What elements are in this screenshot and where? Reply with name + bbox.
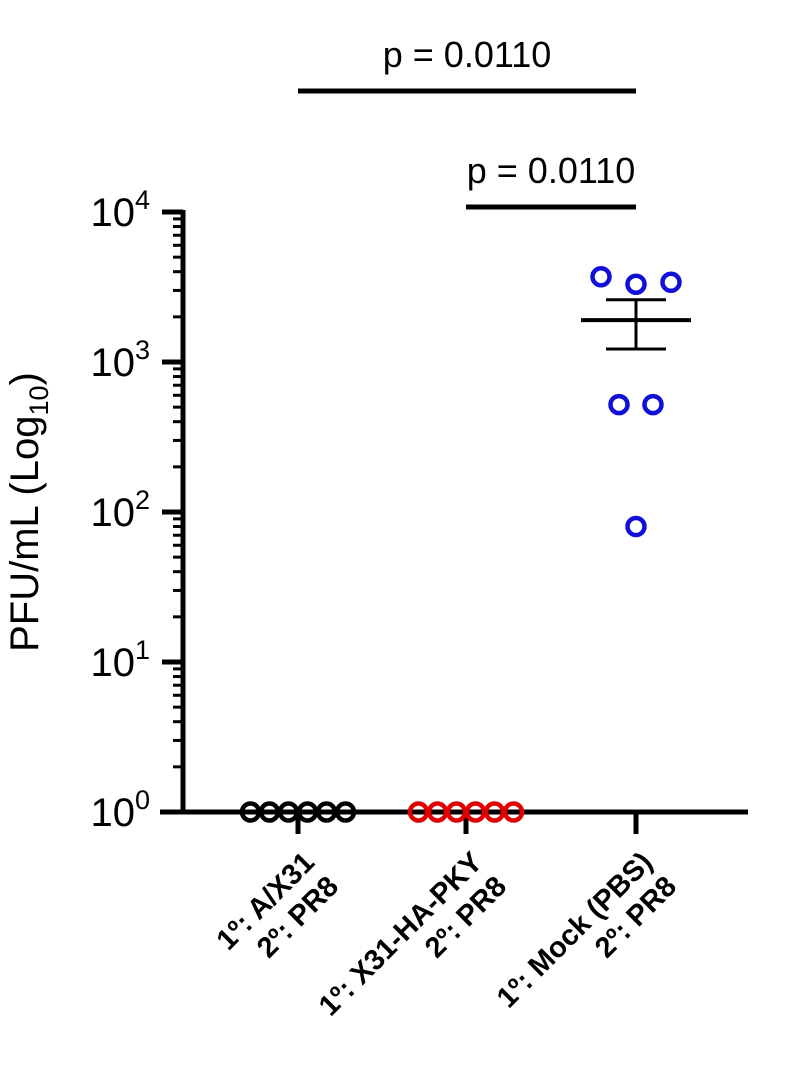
y-tick-label: 102 [90, 485, 150, 535]
y-axis-title-close: ) [3, 372, 47, 385]
data-points [239, 266, 682, 823]
y-axis-title-subscript: 10 [24, 385, 54, 415]
y-tick-label-base: 10 [90, 191, 135, 235]
y-tick-label-exponent: 0 [135, 785, 150, 815]
y-tick-label-exponent: 4 [135, 185, 150, 215]
data-point [625, 273, 647, 295]
error-bars [581, 298, 691, 351]
y-tick-label-exponent: 3 [135, 335, 150, 365]
y-tick-label-base: 10 [90, 641, 135, 685]
significance-label: p = 0.0110 [383, 34, 552, 75]
data-point [502, 801, 525, 823]
y-tick-label-base: 10 [90, 491, 135, 535]
y-tick-label: 100 [90, 785, 150, 835]
y-axis-title-main: PFU/mL (Log [3, 416, 47, 652]
data-point [590, 266, 612, 288]
y-tick-label-exponent: 2 [135, 485, 150, 515]
y-tick-label: 101 [90, 635, 150, 685]
y-tick-label: 103 [90, 335, 150, 385]
y-tick-label-exponent: 1 [135, 635, 150, 665]
data-point [608, 393, 630, 416]
significance-brackets: p = 0.0110 p = 0.0110 [298, 34, 636, 210]
data-point [334, 801, 357, 823]
svg-text:PFU/mL (Log10): PFU/mL (Log10) [3, 372, 54, 652]
data-point [660, 271, 682, 294]
y-tick-label-base: 10 [90, 791, 135, 835]
significance-label: p = 0.0110 [467, 150, 636, 191]
y-tick-label-base: 10 [90, 341, 135, 385]
data-point [625, 515, 647, 538]
y-tick-label: 104 [90, 185, 150, 235]
data-point [642, 393, 664, 416]
y-axis-title: PFU/mL (Log10) [3, 372, 54, 652]
x-category-label: 1º: Mock (PBS)2º: PR8 [491, 846, 683, 1014]
